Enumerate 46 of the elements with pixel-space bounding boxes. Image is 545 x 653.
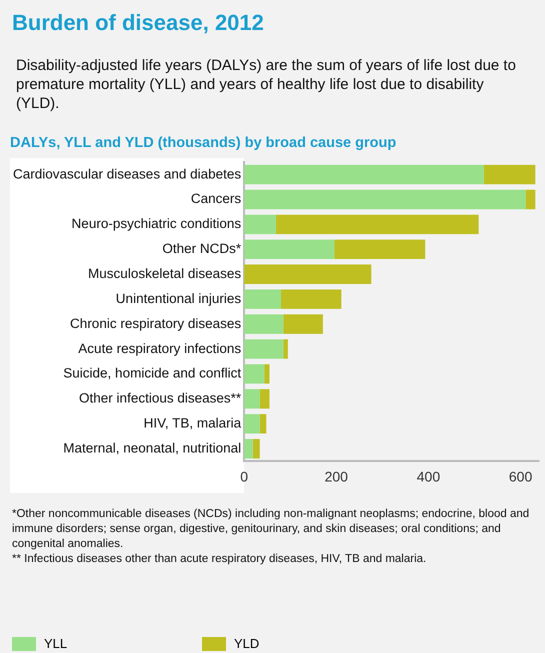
bar: [280, 289, 342, 309]
y-tick-label: Unintentional injuries: [116, 290, 242, 306]
bar: [244, 164, 484, 184]
x-tick-label: 600: [508, 468, 532, 484]
chart-subtitle: DALYs, YLL and YLD (thousands) by broad cause group: [9, 134, 398, 151]
bar: [484, 164, 536, 184]
bar: [244, 389, 260, 409]
x-tick-label: 0: [240, 468, 248, 484]
bar: [526, 190, 536, 210]
bar: [244, 240, 334, 260]
x-tick-label: 400: [416, 468, 440, 484]
y-tick-label: Other infectious diseases**: [79, 390, 242, 406]
legend-label: YLD: [234, 636, 260, 651]
y-tick-label: Other NCDs*: [162, 241, 242, 256]
y-tick-label: Chronic respiratory diseases: [70, 316, 242, 331]
bar: [260, 414, 266, 434]
bar: [244, 414, 260, 434]
x-tick-label: 200: [324, 468, 348, 484]
bar: [283, 339, 288, 359]
y-tick-label: Cardiovascular diseases and diabetes: [12, 166, 242, 182]
bar: [244, 439, 253, 458]
bar: [276, 214, 479, 234]
bar: [244, 214, 276, 234]
bar: [334, 240, 426, 260]
bar: [260, 389, 270, 409]
text: ** Infectious diseases other than acute respiratory diseases, HIV, TB and malaria.: [12, 552, 428, 567]
y-tick-label: Musculoskeletal diseases: [88, 266, 242, 281]
text: *Other noncommunicable diseases (NCDs) including non-malignant neoplasms; endocrine, blood and immune disorders; sense organ, digestive, genitourinary, and skin diseases; oral conditions; and congenital anomalies.: [12, 507, 530, 552]
bar: [252, 439, 260, 458]
y-tick-label: Maternal, neonatal, nutritional: [63, 440, 242, 456]
y-tick-label: Neuro-psychiatric conditions: [72, 216, 242, 232]
bar: [244, 190, 526, 210]
bar: [244, 264, 372, 284]
bar: [283, 314, 323, 334]
bar: [244, 314, 284, 334]
bar: [244, 339, 284, 359]
y-tick-label: Cancers: [190, 191, 242, 206]
y-tick-label: HIV, TB, malaria: [144, 416, 242, 431]
bar: [264, 364, 270, 384]
y-tick-label: Acute respiratory infections: [78, 340, 242, 356]
legend-label: YLL: [44, 636, 68, 651]
text: Disability-adjusted life years (DALYs) are the sum of years of life lost due to premature mortality (YLL) and years of healthy life lost due to disability (YLD).: [15, 56, 517, 113]
bar: [244, 289, 281, 309]
y-tick-label: Suicide, homicide and conflict: [63, 366, 242, 381]
chart-title: Burden of disease, 2012: [11, 9, 265, 36]
bar: [244, 364, 264, 384]
